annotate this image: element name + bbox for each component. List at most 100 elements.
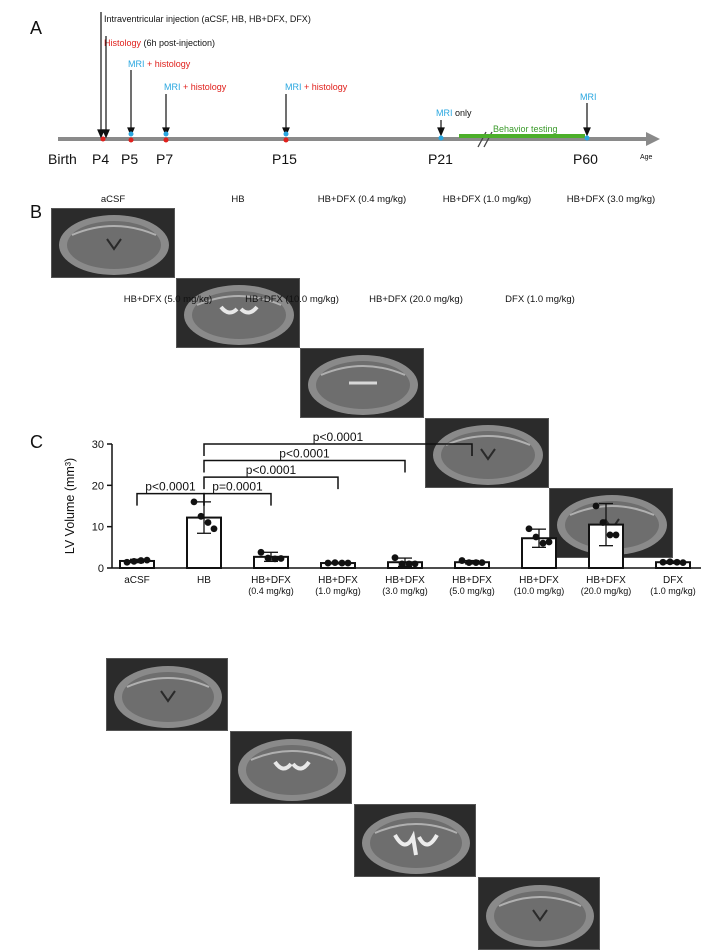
mri-title: DFX (1.0 mg/kg) [505, 294, 575, 305]
y-tick-label: 10 [92, 522, 104, 534]
significance-label: p<0.0001 [279, 447, 330, 461]
y-tick-label: 0 [98, 563, 104, 575]
significance-bracket [203, 443, 473, 456]
mri-title: HB+DFX (5.0 mg/kg) [123, 294, 213, 305]
x-tick-label: (1.0 mg/kg) [650, 586, 696, 596]
brain-mri-image [51, 208, 175, 278]
brain-mri-image [106, 658, 228, 731]
x-tick-label: HB+DFX [251, 575, 291, 586]
data-point [599, 519, 607, 526]
x-tick-label: HB+DFX [586, 575, 626, 586]
data-point [391, 554, 399, 562]
histology-word: Histology [104, 38, 142, 48]
data-point [338, 559, 346, 567]
p7-annotation: MRI + histology [164, 82, 226, 92]
mri-title: aCSF [100, 194, 126, 205]
x-tick-label: HB [197, 575, 211, 586]
significance-bracket [203, 476, 339, 490]
data-point [659, 558, 667, 566]
mri-title: HB+DFX (10.0 mg/kg) [245, 294, 339, 305]
significance-label: p<0.0001 [313, 430, 364, 444]
histology-plus: + histology [301, 82, 348, 92]
only-word: only [452, 108, 472, 118]
arrowhead [583, 127, 591, 137]
mri-word: MRI [128, 59, 145, 69]
timepoint-p60: P60 [573, 151, 598, 167]
data-point [264, 554, 272, 562]
brain-mri-image [425, 418, 549, 488]
data-point [123, 558, 131, 566]
data-point [204, 519, 212, 526]
timeline-graphic [58, 12, 660, 148]
brain-mri-image [230, 731, 352, 804]
data-point [398, 560, 406, 568]
mri-title: HB+DFX (3.0 mg/kg) [566, 194, 656, 205]
data-point [465, 559, 473, 567]
p15-annotation: MRI + histology [285, 82, 347, 92]
data-point [210, 525, 218, 533]
histology-dot [283, 137, 289, 143]
mri-word: MRI [285, 82, 302, 92]
histology-rest: (6h post-injection) [141, 38, 216, 48]
data-point [344, 559, 352, 567]
histology-plus: + histology [144, 59, 191, 69]
brain-mri-image [300, 348, 424, 418]
brain-mri-image [354, 804, 476, 877]
data-point [331, 559, 339, 567]
timeline-arrowhead [646, 132, 660, 146]
histology-dot [163, 137, 169, 143]
x-tick-label: (1.0 mg/kg) [315, 586, 361, 596]
data-point [405, 560, 413, 568]
histology-dot [128, 137, 134, 143]
p5-annotation: MRI + histology [128, 59, 190, 69]
behavior-label: Behavior testing [493, 124, 558, 134]
timepoint-p15: P15 [272, 151, 297, 167]
mri-title: HB+DFX (0.4 mg/kg) [317, 194, 407, 205]
x-tick-label: (20.0 mg/kg) [581, 586, 632, 596]
p21-annotation: MRI only [436, 108, 472, 118]
data-point [525, 525, 533, 533]
x-tick-label: HB+DFX [385, 575, 425, 586]
histology-annotation: Histology (6h post-injection) [104, 38, 215, 48]
data-point [271, 555, 279, 563]
timepoint-p7: P7 [156, 151, 174, 167]
mri-dot [438, 135, 444, 141]
data-point [478, 559, 486, 567]
data-point [592, 502, 600, 510]
timepoint-p5: P5 [121, 151, 139, 167]
data-point [137, 557, 145, 564]
brain-mri-image [478, 877, 600, 950]
data-point [190, 498, 198, 506]
mri-word: MRI [436, 108, 453, 118]
data-point [539, 539, 547, 547]
significance-label: p<0.0001 [246, 463, 297, 477]
mri-dot [128, 131, 134, 137]
data-point [411, 560, 419, 568]
brain-mri-image [176, 278, 300, 348]
mri-title: HB+DFX (1.0 mg/kg) [442, 194, 532, 205]
y-tick-label: 20 [92, 480, 104, 492]
histology-dot [100, 136, 106, 142]
x-tick-label: (0.4 mg/kg) [248, 586, 294, 596]
behavior-bar [459, 134, 585, 138]
x-tick-label: HB+DFX [452, 575, 492, 586]
timepoint-p21: P21 [428, 151, 453, 167]
mri-dot [283, 131, 289, 137]
mri-dot [584, 135, 590, 141]
data-point [257, 548, 265, 556]
mri-dot [163, 131, 169, 137]
x-tick-label: DFX [663, 575, 683, 586]
data-point [472, 559, 480, 567]
data-point [143, 556, 151, 564]
panel-a-letter: A [30, 18, 43, 38]
arrowhead [97, 129, 105, 139]
panel-b-letter: B [30, 202, 43, 222]
timeline-axis [58, 137, 648, 141]
x-tick-label: aCSF [124, 575, 150, 586]
data-point [458, 557, 466, 564]
data-point [606, 531, 614, 539]
significance-bracket [203, 459, 406, 473]
panel-c-letter: C [30, 432, 43, 452]
significance-label: p=0.0001 [212, 480, 263, 494]
